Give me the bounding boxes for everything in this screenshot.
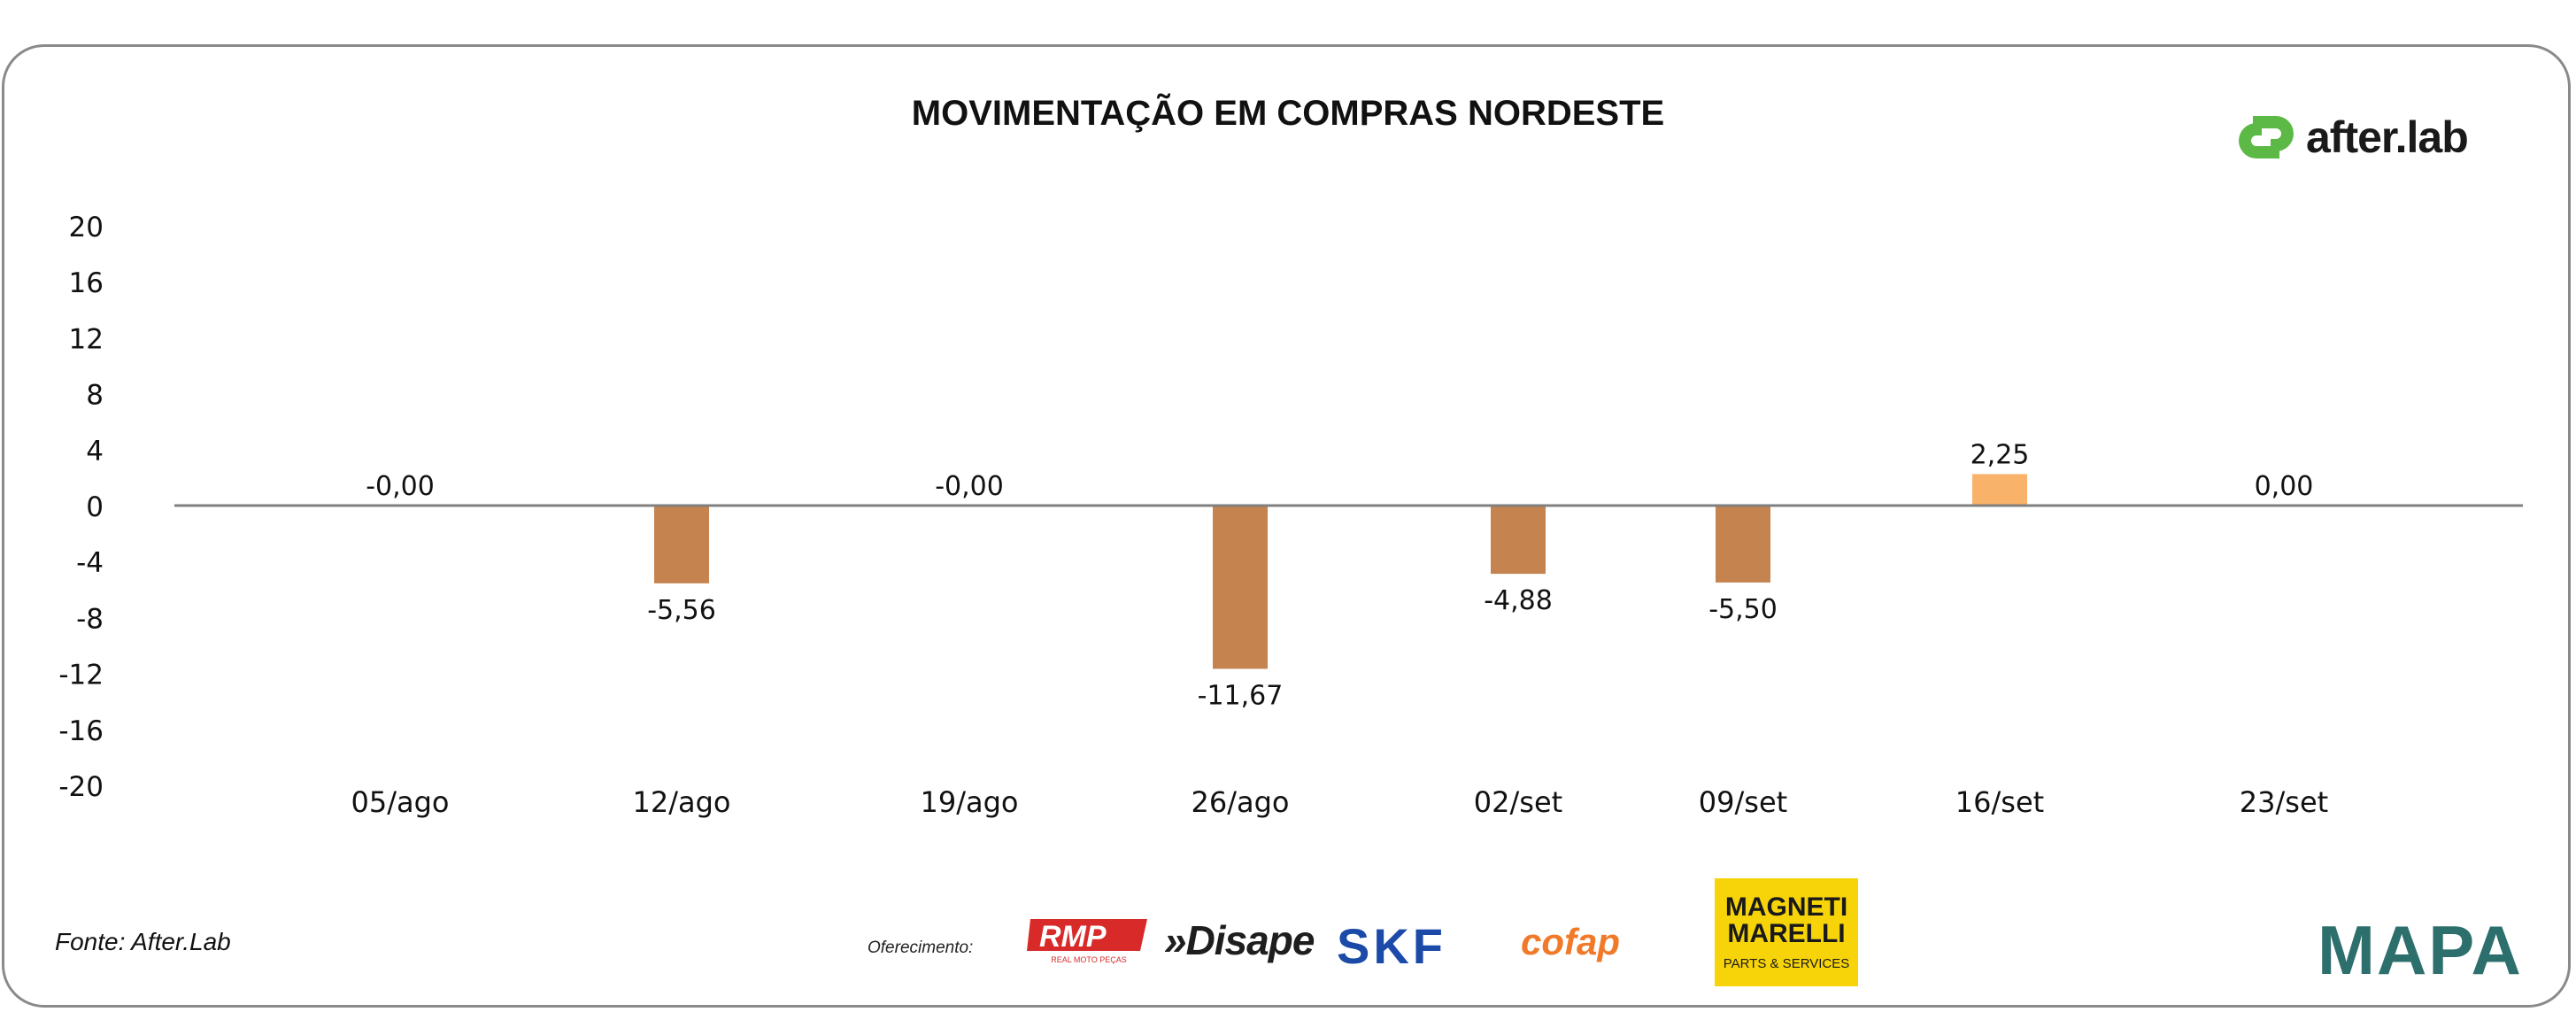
y-tick-label: -20 <box>58 771 104 803</box>
magneti-marelli-logo: MAGNETI MARELLI PARTS & SERVICES <box>1715 878 1858 986</box>
x-tick-label: 26/ago <box>1192 785 1290 819</box>
chart-title: MOVIMENTAÇÃO EM COMPRAS NORDESTE <box>911 94 1665 133</box>
y-tick-label: 16 <box>69 267 104 299</box>
x-tick-label: 16/set <box>1955 785 2044 819</box>
bar <box>1213 506 1268 669</box>
y-tick-label: 0 <box>86 491 104 523</box>
y-tick-label: 20 <box>69 212 104 243</box>
y-tick-label: -16 <box>58 715 104 747</box>
rmp-logo-text: RMP <box>1039 920 1107 954</box>
bar <box>654 506 709 583</box>
y-tick-label: 4 <box>86 436 104 467</box>
magneti-marelli-name: MAGNETI MARELLI <box>1724 892 1848 948</box>
magneti-marelli-sub: PARTS & SERVICES <box>1723 955 1850 971</box>
x-tick-label: 05/ago <box>351 785 450 819</box>
rmp-logo: RMP REAL MOTO PEÇAS <box>1027 915 1151 970</box>
cofap-logo: cofap <box>1521 921 1621 962</box>
y-tick-label: 12 <box>69 323 104 355</box>
y-tick-label: -8 <box>76 603 104 635</box>
data-label: -5,50 <box>1708 594 1778 625</box>
bar <box>1716 506 1770 583</box>
afterlab-logo-icon <box>2239 116 2294 158</box>
y-tick-label: -4 <box>76 547 104 579</box>
mapa-logo: MAPA <box>2318 911 2523 989</box>
bar <box>1972 474 2027 506</box>
data-label: -5,56 <box>647 595 716 626</box>
y-tick-label: 8 <box>86 380 104 412</box>
source-note: Fonte: After.Lab <box>55 928 231 955</box>
disape-logo: »Disape <box>1164 917 1315 963</box>
data-label: -0,00 <box>935 471 1004 502</box>
data-label: 2,25 <box>1971 439 2030 470</box>
skf-logo: SKF <box>1337 918 1446 974</box>
afterlab-logo: after.lab <box>2235 112 2469 163</box>
bar <box>1491 506 1546 575</box>
x-tick-label: 02/set <box>1474 785 1562 819</box>
data-label: -11,67 <box>1198 680 1284 711</box>
x-tick-label: 09/set <box>1699 785 1787 819</box>
x-tick-label: 12/ago <box>633 785 731 819</box>
afterlab-logo-text: after.lab <box>2306 112 2469 162</box>
data-label: 0,00 <box>2255 471 2314 502</box>
rmp-logo-subtext: REAL MOTO PEÇAS <box>1051 955 1127 964</box>
y-tick-label: -12 <box>58 660 104 691</box>
chart-card <box>2 44 2571 1008</box>
x-tick-label: 23/set <box>2240 785 2328 819</box>
data-label: -4,88 <box>1484 585 1553 616</box>
x-tick-label: 19/ago <box>921 785 1019 819</box>
sponsor-label: Oferecimento: <box>868 939 974 957</box>
data-label: -0,00 <box>366 471 435 502</box>
